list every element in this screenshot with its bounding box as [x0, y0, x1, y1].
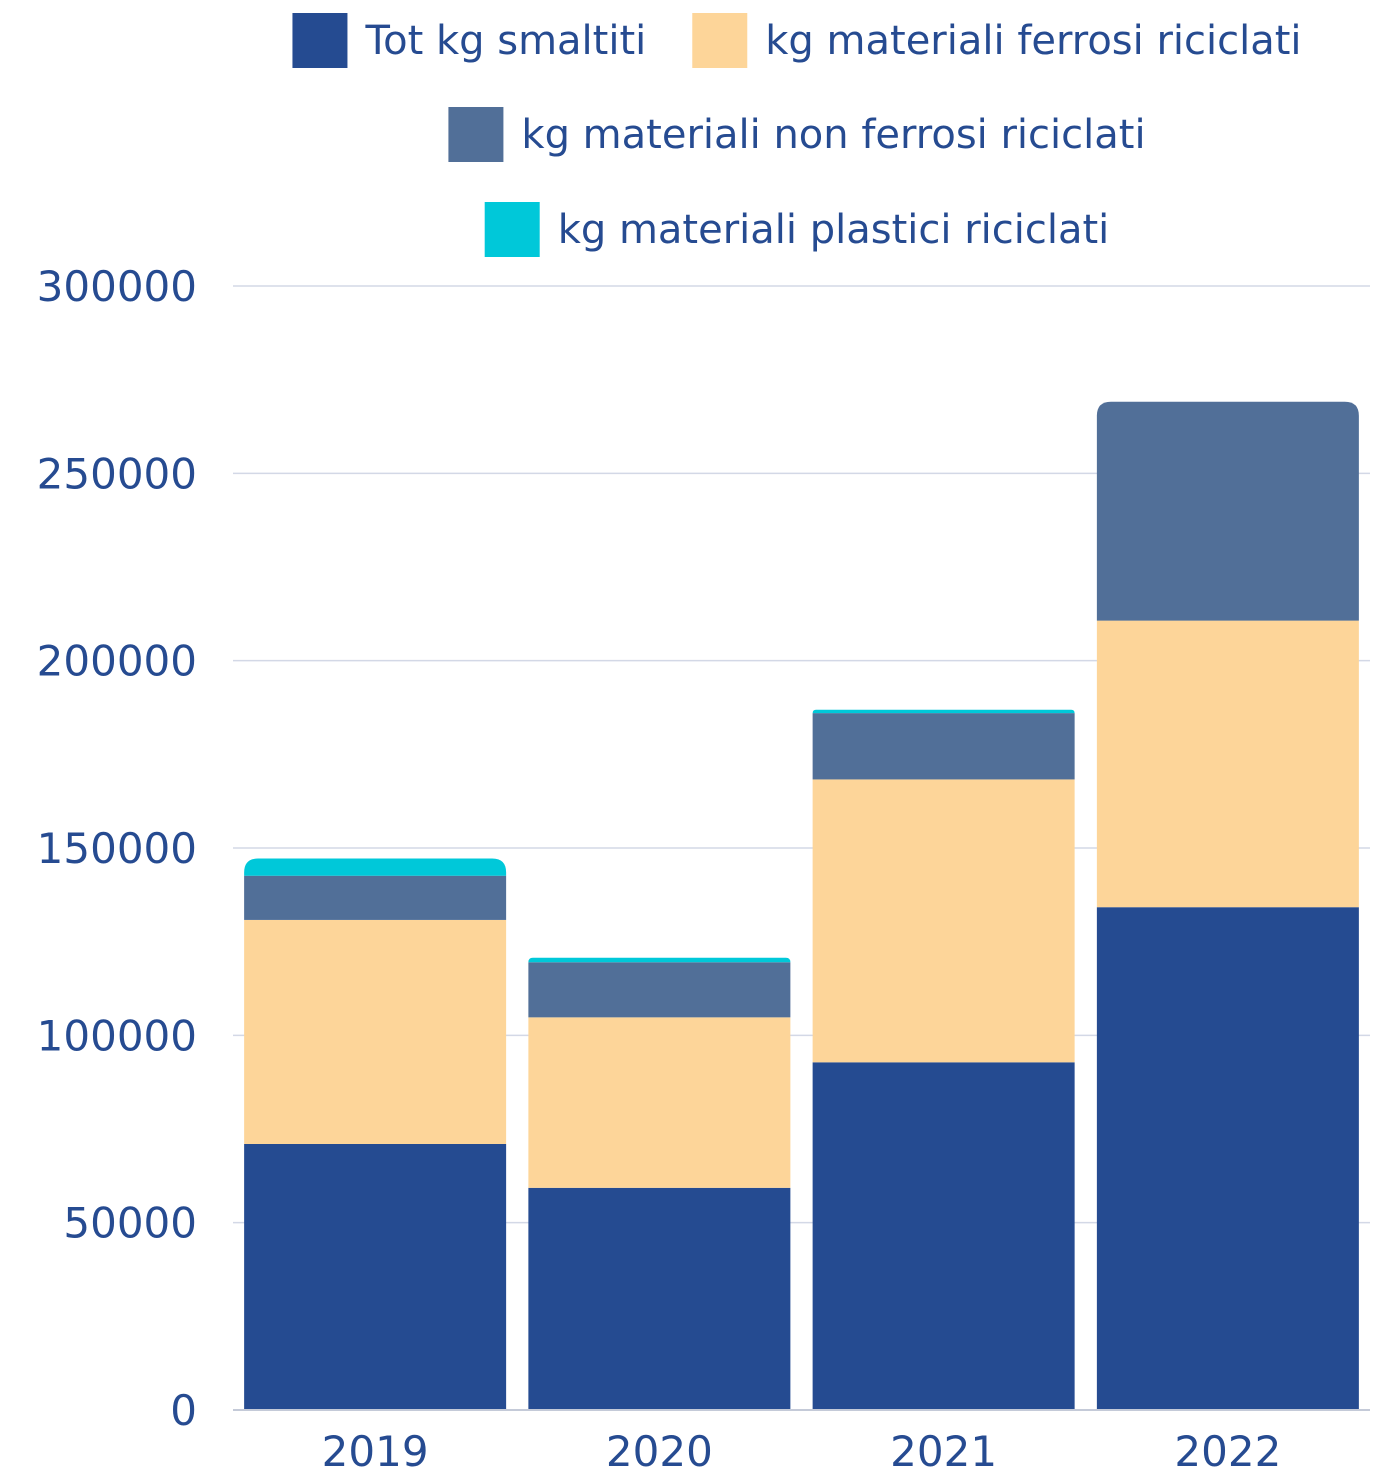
- legend-swatch: [692, 13, 748, 68]
- y-tick-label: 250000: [37, 449, 197, 498]
- bar-2021-kg-materiali-ferrosi-riciclati: [812, 779, 1075, 1063]
- bar-2020-tot-kg-smaltiti: [528, 1187, 791, 1410]
- y-tick-label: 0: [170, 1386, 197, 1435]
- bar-2021-tot-kg-smaltiti: [812, 1062, 1075, 1410]
- legend-label: kg materiali plastici riciclati: [558, 207, 1110, 253]
- bar-2022-tot-kg-smaltiti: [1096, 907, 1359, 1410]
- legend-label: kg materiali non ferrosi riciclati: [521, 112, 1145, 158]
- bar-2020-kg-materiali-ferrosi-riciclati: [528, 1017, 791, 1188]
- y-tick-label: 200000: [37, 637, 197, 686]
- bar-2021-kg-materiali-non-ferrosi-riciclati: [812, 713, 1075, 780]
- x-tick-label: 2019: [322, 1427, 429, 1474]
- y-tick-label: 100000: [37, 1011, 197, 1060]
- y-tick-label: 50000: [63, 1199, 197, 1248]
- x-tick-label: 2022: [1174, 1427, 1281, 1474]
- bar-2022-kg-materiali-non-ferrosi-riciclati: [1096, 401, 1359, 621]
- bar-2022-kg-materiali-ferrosi-riciclati: [1096, 620, 1359, 908]
- bar-2019-tot-kg-smaltiti: [244, 1143, 507, 1410]
- y-tick-label: 150000: [37, 824, 197, 873]
- x-tick-label: 2021: [890, 1427, 997, 1474]
- bar-2021-kg-materiali-plastici-riciclati: [812, 709, 1075, 714]
- x-tick-label: 2020: [606, 1427, 713, 1474]
- y-tick-label: 300000: [37, 262, 197, 311]
- legend-swatch: [484, 202, 540, 257]
- bars: [244, 401, 1359, 1410]
- bar-2019-kg-materiali-non-ferrosi-riciclati: [244, 875, 507, 920]
- legend-label: kg materiali ferrosi riciclati: [765, 18, 1301, 64]
- legend-swatch: [292, 13, 348, 68]
- legend: Tot kg smaltiti kg materiali ferrosi rici…: [292, 13, 1302, 257]
- legend-swatch: [448, 107, 504, 162]
- bar-2020-kg-materiali-non-ferrosi-riciclati: [528, 962, 791, 1018]
- bar-2020-kg-materiali-plastici-riciclati: [528, 957, 791, 963]
- bar-2019-kg-materiali-plastici-riciclati: [244, 858, 507, 876]
- x-axis-ticks: 2019 2020 2021 2022: [322, 1427, 1282, 1474]
- legend-label: Tot kg smaltiti: [364, 18, 646, 64]
- bar-2019-kg-materiali-ferrosi-riciclati: [244, 919, 507, 1144]
- y-axis-ticks: 0 50000 100000 150000 200000 250000 300000: [37, 262, 197, 1435]
